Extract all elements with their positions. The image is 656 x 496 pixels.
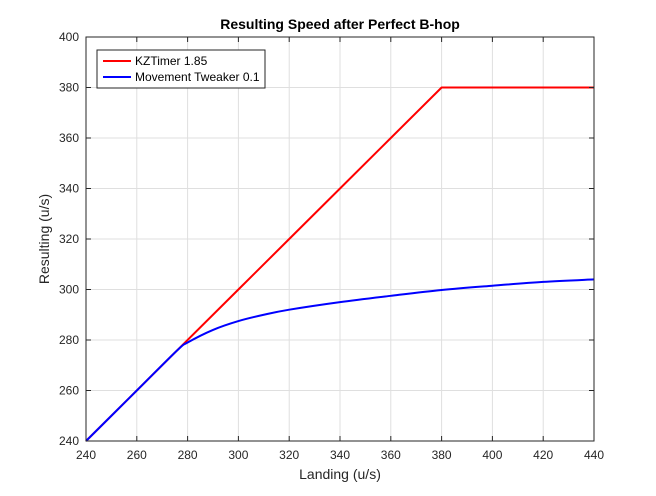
y-tick-label: 380 xyxy=(59,81,79,95)
x-tick-label: 280 xyxy=(178,448,198,462)
y-tick-label: 280 xyxy=(59,333,79,347)
x-tick-label: 240 xyxy=(76,448,96,462)
x-tick-label: 380 xyxy=(432,448,452,462)
series-layer xyxy=(85,86,595,442)
series-line-2 xyxy=(85,278,595,442)
x-axis-label: Landing (u/s) xyxy=(299,466,381,482)
x-tick-label: 420 xyxy=(533,448,553,462)
tick-labels: 240 260 280 300 320 340 360 380 400 420 440 240 260 2… xyxy=(59,30,604,462)
legend-entry-label: Movement Tweaker 0.1 xyxy=(135,70,260,84)
x-tick-label: 440 xyxy=(584,448,604,462)
y-tick-label: 300 xyxy=(59,283,79,297)
x-tick-label: 400 xyxy=(482,448,502,462)
tick-marks xyxy=(85,36,595,442)
y-tick-label: 260 xyxy=(59,384,79,398)
series-line-1 xyxy=(85,86,594,442)
x-tick-label: 260 xyxy=(127,448,147,462)
chart-title: Resulting Speed after Perfect B-hop xyxy=(220,16,460,32)
y-tick-label: 400 xyxy=(59,30,79,44)
y-tick-label: 360 xyxy=(59,131,79,145)
x-tick-label: 340 xyxy=(330,448,350,462)
x-tick-label: 300 xyxy=(228,448,248,462)
x-tick-label: 320 xyxy=(279,448,299,462)
legend-entry-label: KZTimer 1.85 xyxy=(135,54,208,68)
legend-box xyxy=(96,49,266,89)
x-tick-label: 360 xyxy=(381,448,401,462)
y-axis-label: Resulting (u/s) xyxy=(36,194,52,284)
legend: KZTimer 1.85 Movement Tweaker 0.1 xyxy=(96,49,266,89)
y-tick-label: 240 xyxy=(59,434,79,448)
y-tick-label: 320 xyxy=(59,232,79,246)
y-tick-label: 340 xyxy=(59,182,79,196)
